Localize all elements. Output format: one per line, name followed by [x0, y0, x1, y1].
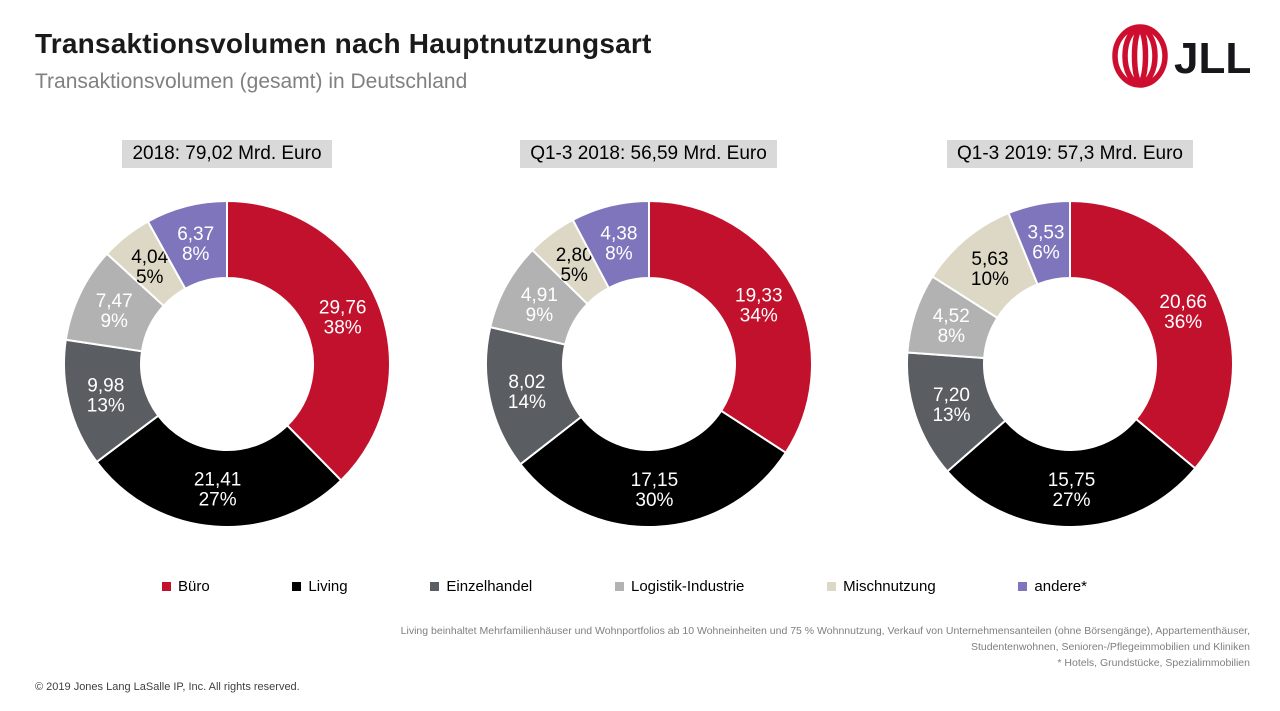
- chart-title: Q1-3 2018: 56,59 Mrd. Euro: [520, 140, 777, 168]
- slice-label-andere: 6,37 8%: [177, 224, 214, 265]
- footnotes: Living beinhaltet Mehrfamilienhäuser und…: [401, 624, 1250, 671]
- legend-swatch-icon: [827, 582, 837, 591]
- donut-chart: Q1-3 2019: 57,3 Mrd. Euro 20,66 36% 15,75 27…: [870, 140, 1270, 532]
- slice-label-logistik-industrie: 4,91 9%: [520, 285, 557, 326]
- donut-chart: 2018: 79,02 Mrd. Euro 29,76 38% 21,41 27% 9,9…: [27, 140, 427, 532]
- legend-item-living: Living: [292, 578, 348, 595]
- slice-label-mischnutzung: 5,63 10%: [971, 249, 1009, 290]
- donut-chart: Q1-3 2018: 56,59 Mrd. Euro 19,33 34% 17,15 3…: [449, 140, 849, 532]
- legend-label: andere*: [1034, 578, 1087, 595]
- legend-swatch-icon: [1018, 582, 1028, 591]
- slice-label-andere: 4,38 8%: [600, 224, 637, 265]
- donut-slice-living: [946, 418, 1197, 528]
- page-title: Transaktionsvolumen nach Hauptnutzungsar…: [35, 28, 652, 59]
- slice-label-living: 21,41 27%: [194, 470, 242, 511]
- legend-label: Büro: [178, 578, 210, 595]
- slice-label-mischnutzung: 4,04 5%: [131, 247, 168, 288]
- donut-slice-büro: [226, 200, 391, 482]
- chart-title: Q1-3 2019: 57,3 Mrd. Euro: [946, 140, 1193, 168]
- slice-label-büro: 20,66 36%: [1159, 292, 1207, 333]
- legend-label: Living: [308, 578, 348, 595]
- donut-slice-büro: [1069, 200, 1234, 470]
- slice-label-living: 15,75 27%: [1048, 470, 1096, 511]
- slice-label-einzelhandel: 9,98 13%: [87, 376, 125, 417]
- slice-label-mischnutzung: 2,80 5%: [555, 245, 592, 286]
- footnote-line-1: Living beinhaltet Mehrfamilienhäuser und…: [400, 625, 1250, 637]
- slice-label-büro: 19,33 34%: [735, 285, 783, 326]
- footnote-line-2: Studentenwohnen, Senioren-/Pflegeimmobil…: [970, 640, 1250, 653]
- footnote-line-3: * Hotels, Grundstücke, Spezialimmobilien: [1057, 656, 1250, 669]
- donut-slice-andere: [571, 200, 650, 289]
- legend-swatch-icon: [292, 582, 302, 591]
- legend-item-andere: andere*: [1018, 578, 1087, 595]
- legend-item-einzelhandel: Einzelhandel: [430, 578, 532, 595]
- slice-label-büro: 29,76 38%: [319, 298, 367, 339]
- slice-label-logistik-industrie: 4,52 8%: [933, 306, 970, 347]
- legend-label: Einzelhandel: [446, 578, 533, 595]
- legend-swatch-icon: [430, 582, 440, 591]
- donut-svg: 20,66 36% 15,75 27% 7,20 13% 4,52 8%5,63 10% 3,53…: [906, 200, 1234, 528]
- copyright: © 2019 Jones Lang LaSalle IP, Inc. All r…: [35, 681, 300, 693]
- legend: Büro Living Einzelhandel Logistik-Industrie…: [162, 578, 1087, 595]
- jll-logo-text: JLL: [1174, 34, 1250, 83]
- legend-swatch-icon: [615, 582, 624, 591]
- donut-slice-living: [95, 414, 343, 528]
- donut-slice-andere: [1007, 200, 1071, 286]
- donut-slice-andere: [146, 200, 228, 290]
- charts-row: 2018: 79,02 Mrd. Euro 29,76 38% 21,41 27% 9,9…: [27, 140, 1270, 532]
- page-subtitle: Transaktionsvolumen (gesamt) in Deutschl…: [35, 70, 468, 93]
- legend-item-büro: Büro: [162, 578, 210, 595]
- donut-svg: 29,76 38% 21,41 27% 9,98 13% 7,47 9%4,04 5%6,37 8…: [63, 200, 391, 528]
- donut-svg: 19,33 34% 17,15 30% 8,02 14% 4,91 9%2,80 5%4,38 8…: [484, 200, 813, 528]
- donut-slice-büro: [647, 200, 813, 454]
- legend-item-mischnutzung: Mischnutzung: [827, 578, 936, 595]
- jll-logo: JLL: [1110, 24, 1252, 93]
- donut-slice-living: [518, 409, 787, 528]
- legend-label: Mischnutzung: [843, 578, 936, 595]
- legend-swatch-icon: [162, 582, 171, 591]
- slice-label-einzelhandel: 8,02 14%: [507, 372, 545, 413]
- legend-item-logistik-industrie: Logistik-Industrie: [615, 578, 744, 595]
- slice-label-living: 17,15 30%: [630, 470, 678, 511]
- slice-label-einzelhandel: 7,20 13%: [932, 385, 970, 426]
- slice-label-andere: 3,53 6%: [1028, 222, 1065, 263]
- jll-logo-mark-icon: [1112, 24, 1168, 88]
- slice-label-logistik-industrie: 7,47 9%: [96, 291, 133, 332]
- chart-title: 2018: 79,02 Mrd. Euro: [122, 140, 332, 168]
- legend-label: Logistik-Industrie: [631, 578, 745, 595]
